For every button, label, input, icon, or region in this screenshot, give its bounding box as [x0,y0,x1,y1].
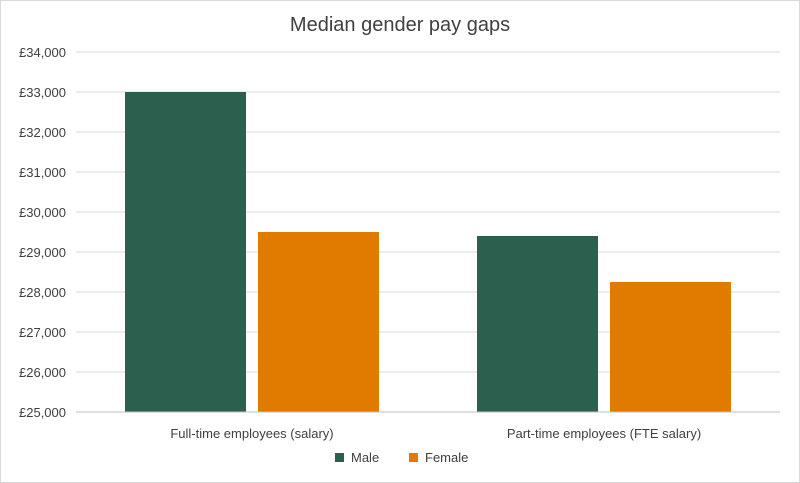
legend-label-male: Male [351,450,379,465]
y-tick-label: £25,000 [19,405,66,420]
bar-female-1 [258,232,379,412]
x-category-label: Part-time employees (FTE salary) [507,426,701,441]
y-tick-label: £28,000 [19,285,66,300]
bar-male-2 [477,236,598,412]
y-axis-ticks: £25,000 £26,000 £27,000 £28,000 £29,000 £30,0… [19,45,66,420]
x-category-label: Full-time employees (salary) [170,426,333,441]
legend-swatch-male [335,453,344,462]
bar-male-1 [125,92,246,412]
y-tick-label: £32,000 [19,125,66,140]
y-tick-label: £33,000 [19,85,66,100]
legend-label-female: Female [425,450,468,465]
chart-title: Median gender pay gaps [290,14,510,36]
y-tick-label: £29,000 [19,245,66,260]
legend: Male Female [335,450,468,465]
y-tick-label: £27,000 [19,325,66,340]
y-tick-label: £26,000 [19,365,66,380]
y-tick-label: £34,000 [19,45,66,60]
y-tick-label: £31,000 [19,165,66,180]
category-labels: Full-time employees (salary) Part-time em… [170,426,701,441]
legend-swatch-female [409,453,418,462]
bars [125,92,731,412]
bar-female-2 [610,282,731,412]
y-tick-label: £30,000 [19,205,66,220]
